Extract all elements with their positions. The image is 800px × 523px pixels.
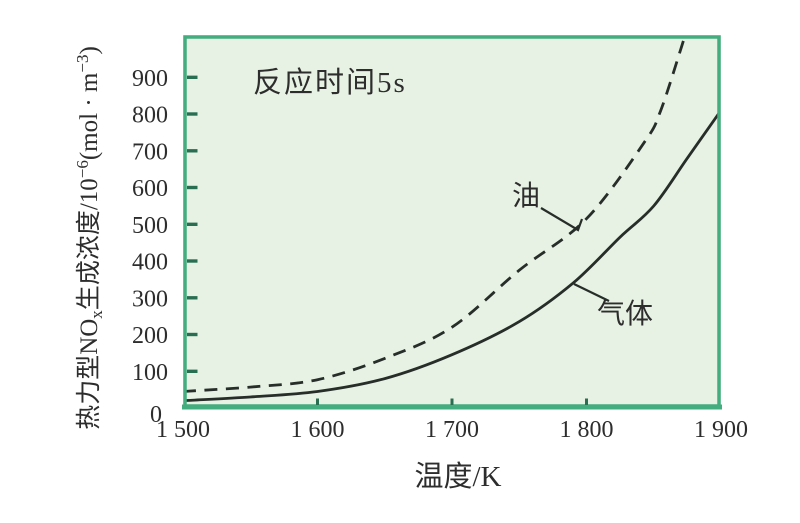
y-tick-label: 900 — [132, 66, 168, 92]
gas-series-label: 气体 — [597, 298, 653, 330]
y-axis-tick-labels: 0 100 200 300 400 500 600 700 800 900 — [132, 66, 168, 428]
y-tick-label: 100 — [132, 360, 168, 386]
x-tick-label: 1 700 — [425, 417, 479, 443]
oil-label-leader-line — [540, 207, 584, 232]
x-axis-tick-labels: 1 500 1 600 1 700 1 800 1 900 — [156, 417, 748, 443]
x-tick-label: 1 800 — [560, 417, 614, 443]
y-axis-title-segment: (mol · m — [76, 72, 103, 160]
y-axis-title-sub: x — [87, 310, 106, 319]
plot-area — [183, 35, 721, 408]
y-tick-label: 200 — [132, 323, 168, 349]
y-axis-title-segment: 热力型NO — [75, 319, 103, 430]
gas-label-leader-line — [573, 283, 610, 302]
y-axis-title-sup: −3 — [73, 55, 92, 73]
y-tick-label: 0 — [150, 402, 162, 428]
x-axis-title: 温度/K — [414, 460, 501, 493]
x-tick-label: 1 600 — [291, 417, 345, 443]
y-tick-label: 300 — [132, 286, 168, 312]
gas-series-curve — [185, 110, 719, 402]
y-axis-title-segment: 生成浓度/10 — [75, 178, 103, 310]
y-axis-title-sup: −6 — [73, 160, 92, 178]
y-tick-label: 700 — [132, 139, 168, 165]
curves-layer — [185, 35, 719, 402]
y-axis-tick-marks — [187, 75, 198, 373]
oil-series-label: 油 — [512, 180, 540, 212]
x-tick-label: 1 900 — [694, 417, 748, 443]
y-tick-label: 800 — [132, 103, 168, 129]
y-axis-title: 热力型NOx生成浓度/10−6(mol · m−3) — [73, 46, 106, 430]
y-tick-label: 500 — [132, 213, 168, 239]
x-axis-tick-marks — [316, 398, 588, 405]
x-tick-label: 1 500 — [156, 417, 210, 443]
oil-series-curve — [185, 35, 687, 393]
y-tick-label: 600 — [132, 176, 168, 202]
reaction-time-annotation: 反应时间5s — [253, 66, 407, 99]
y-tick-label: 400 — [132, 250, 168, 276]
y-axis-title-segment: ) — [76, 46, 103, 54]
